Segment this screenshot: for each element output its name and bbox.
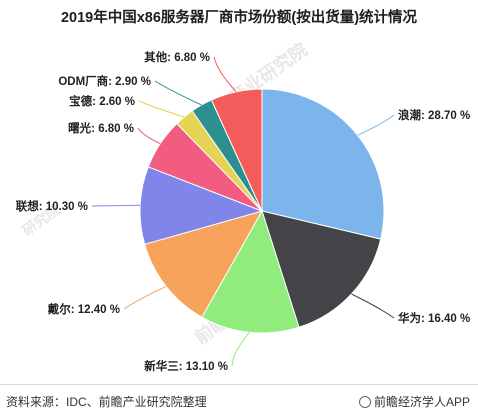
slice-label: 联想: 10.30 %	[16, 199, 88, 213]
leader-line	[91, 204, 141, 207]
brand-credit: 前瞻经济学人APP	[358, 393, 470, 410]
pie-slice	[261, 88, 385, 240]
leader-line	[154, 80, 202, 106]
brand-name: 前瞻经济学人APP	[373, 395, 470, 409]
slice-label: 新华三: 13.10 %	[144, 359, 228, 373]
leader-line	[137, 127, 161, 145]
pie-slice	[210, 88, 263, 212]
brand-logo-icon	[358, 396, 371, 408]
leader-line	[231, 331, 250, 367]
slice-label: 华为: 16.40 %	[398, 311, 470, 325]
source-note: 资料来源：IDC、前瞻产业研究院整理	[6, 395, 207, 409]
slice-label: 戴尔: 12.40 %	[48, 302, 120, 316]
pie-slice	[201, 209, 300, 334]
slice-label: ODM厂商: 2.90 %	[58, 74, 151, 88]
leader-line	[213, 56, 237, 93]
chart-title: 2019年中国x86服务器厂商市场份额(按出货量)统计情况	[60, 10, 418, 26]
pie-slice	[144, 210, 264, 318]
leader-line	[138, 100, 185, 118]
leader-line	[357, 114, 395, 136]
pie-slice	[261, 210, 382, 328]
pie-chart: 浪潮: 28.70 % 华为: 16.40 % 新华三: 13.10 % 戴尔: 12…	[16, 50, 470, 373]
slice-label: 其他: 6.80 %	[144, 50, 210, 64]
leader-line	[123, 285, 167, 310]
footer: 资料来源：IDC、前瞻产业研究院整理 前瞻经济学人APP	[0, 384, 478, 420]
pie-slice	[139, 166, 264, 245]
slice-label: 浪潮: 28.70 %	[398, 108, 470, 122]
slice-label: 宝德: 2.60 %	[69, 94, 135, 108]
slice-label: 曙光: 6.80 %	[68, 121, 134, 135]
leader-line	[351, 293, 395, 319]
